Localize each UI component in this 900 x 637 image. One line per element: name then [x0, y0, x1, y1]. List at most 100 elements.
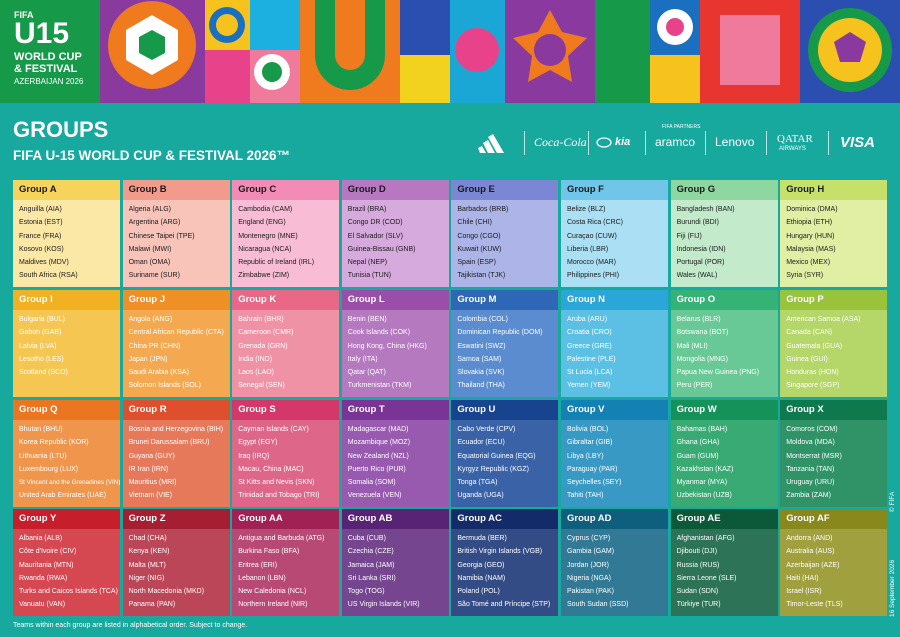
team: Honduras (HON): [786, 369, 839, 377]
team: Korea Republic (KOR): [19, 439, 89, 447]
team: New Caledonia (NCL): [238, 588, 307, 596]
group-card: Group N Aruba (ARU) Croatia (CRO) Greece (G…: [561, 290, 668, 397]
team: Italy (ITA): [347, 355, 378, 363]
group-card: Group P American Samoa (ASA) Canada (CAN) G…: [780, 290, 888, 397]
team-list: Bahamas (BAH) Ghana (GHA) Guam (GUM) Kazakh…: [671, 420, 778, 503]
team: Azerbaijan (AZE): [786, 561, 840, 569]
team: Sudan (SDN): [676, 588, 719, 596]
team-list: Bermuda (BER) British Virgin Islands (VGB…: [451, 529, 558, 612]
team: Cuba (CUB): [347, 535, 386, 542]
group-card: Group A Anguilla (AIA) Estonia (EST) France…: [13, 180, 120, 287]
team: Mauritania (MTN): [19, 561, 74, 569]
team: South Africa (RSA): [19, 272, 78, 280]
partners-label: FIFA PARTNERS: [662, 124, 701, 130]
group-name: Group X: [780, 400, 888, 420]
team: Dominican Republic (DOM): [457, 329, 543, 337]
group-name: Group Z: [122, 509, 230, 529]
team: Greece (GRE): [567, 342, 612, 350]
group-card: Group AB Cuba (CUB) Czechia (CZE) Jamaica (…: [341, 509, 449, 616]
team: United Arab Emirates (UAE): [19, 492, 107, 500]
team: São Tomé and Príncipe (STP): [457, 601, 551, 609]
team: Uzbekistan (UZB): [676, 492, 732, 500]
team: IR Iran (IRN): [128, 465, 169, 473]
group-name: Group W: [670, 400, 778, 420]
team-list: Anguilla (AIA) Estonia (EST) France (FRA) K…: [13, 200, 120, 283]
team: Cayman Islands (CAY): [238, 426, 309, 433]
team: Seychelles (SEY): [567, 479, 622, 487]
team-list: Comoros (COM) Moldova (MDA) Montserrat (MS…: [780, 420, 887, 503]
group-name: Group AB: [341, 509, 449, 529]
team: Trinidad and Tobago (TRI): [238, 492, 320, 500]
group-name: Group H: [780, 180, 888, 200]
team: Palestine (PLE): [567, 355, 616, 363]
team: Cabo Verde (CPV): [457, 426, 516, 433]
team-list: Andorra (AND) Australia (AUS) Azerbaijan (…: [780, 529, 887, 612]
team: Senegal (SEN): [238, 382, 285, 390]
group-card: Group U Cabo Verde (CPV) Ecuador (ECU) Equa…: [451, 400, 559, 507]
team: Croatia (CRO): [567, 329, 612, 337]
team: Lesotho (LES): [19, 355, 64, 363]
team: Niger (NIG): [128, 574, 165, 582]
partner-logo: Lenovo: [715, 135, 755, 149]
team-list: Bhutan (BHU) Korea Republic (KOR) Lithuani…: [13, 420, 120, 503]
team: Portugal (POR): [676, 259, 725, 267]
team-list: Aruba (ARU) Croatia (CRO) Greece (GRE) Pale…: [561, 310, 668, 393]
team: Georgia (GEO): [457, 561, 505, 569]
team: Bhutan (BHU): [19, 426, 63, 433]
separator: [645, 131, 646, 155]
team: Spain (ESP): [457, 259, 496, 267]
team: France (FRA): [19, 232, 62, 240]
team: Afghanistan (AFG): [676, 535, 735, 542]
team: Botswana (BOT): [676, 329, 729, 337]
team: Chad (CHA): [128, 535, 167, 542]
group-card: Group D Brazil (BRA) Congo DR (COD) El Salv…: [341, 180, 449, 287]
team: Turkmenistan (TKM): [347, 382, 412, 390]
group-name: Group AE: [670, 509, 778, 529]
group-card: Group V Bolivia (BOL) Gibraltar (GIB) Libya…: [561, 400, 668, 507]
group-card: Group C Cambodia (CAM) England (ENG) Monten…: [232, 180, 340, 287]
team: Ethiopia (ETH): [786, 219, 833, 227]
team: Jordan (JOR): [567, 561, 610, 569]
team: Malaysia (MAS): [786, 245, 836, 253]
group-card: Group S Cayman Islands (CAY) Egypt (EGY) Ir…: [232, 400, 340, 507]
group-name: Group F: [561, 180, 668, 200]
team: Gabon (GAB): [19, 329, 62, 337]
group-name: Group R: [122, 400, 230, 420]
team-list: Cabo Verde (CPV) Ecuador (ECU) Equatorial …: [451, 420, 558, 503]
team: Bulgaria (BUL): [19, 316, 65, 323]
team: Mexico (MEX): [786, 259, 831, 267]
separator: [705, 131, 706, 155]
date: 16 September 2026: [889, 559, 896, 617]
brand-u15: U15: [14, 17, 70, 50]
team: Wales (WAL): [676, 272, 718, 280]
brand-fifa: FIFA: [14, 10, 34, 20]
team: Israel (ISR): [786, 588, 822, 596]
team: Paraguay (PAR): [567, 465, 618, 473]
team: Ghana (GHA): [676, 439, 720, 447]
team: Rwanda (RWA): [19, 574, 68, 582]
brand-line: AZERBAIJAN 2026: [14, 77, 84, 86]
team: Puerto Rico (PUR): [347, 465, 406, 473]
team: Latvia (LVA): [19, 342, 57, 350]
group-card: Group B Algeria (ALG) Argentina (ARG) Chine…: [122, 180, 230, 287]
team: Brazil (BRA): [347, 206, 387, 213]
team: Malawi (MWI): [128, 245, 172, 253]
team: Bahrain (BHR): [238, 316, 284, 323]
group-card: Group M Colombia (COL) Dominican Republic …: [451, 290, 559, 397]
team: Burkina Faso (BFA): [238, 548, 300, 556]
group-name: Group O: [670, 290, 778, 310]
group-name: Group I: [13, 290, 120, 310]
team: Guinea (GUI): [786, 355, 828, 363]
team: St Kitts and Nevis (SKN): [238, 479, 315, 487]
team: Guinea-Bissau (GNB): [347, 245, 416, 253]
team: Chinese Taipei (TPE): [128, 232, 195, 240]
team: Czechia (CZE): [347, 548, 394, 556]
team-list: Bosnia and Herzegovina (BIH) Brunei Darus…: [123, 420, 230, 503]
team: Ecuador (ECU): [457, 439, 505, 447]
team: Andorra (AND): [786, 535, 833, 542]
team: Maldives (MDV): [19, 259, 69, 267]
team: American Samoa (ASA): [786, 316, 861, 323]
team: Uruguay (URU): [786, 479, 835, 487]
group-name: Group S: [232, 400, 340, 420]
team: Tahiti (TAH): [567, 492, 604, 500]
